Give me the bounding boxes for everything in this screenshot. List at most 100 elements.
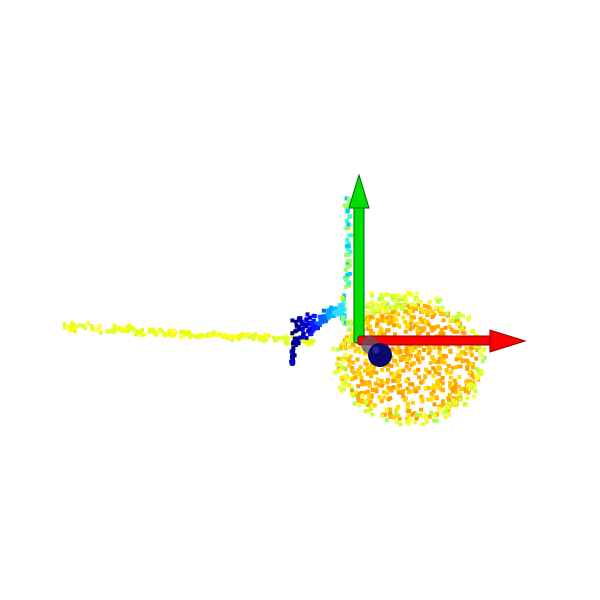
point <box>429 385 434 390</box>
point <box>96 327 101 332</box>
point <box>390 296 395 301</box>
point <box>428 306 433 311</box>
point <box>119 326 124 331</box>
point <box>366 393 371 398</box>
point <box>394 349 399 354</box>
point <box>380 302 385 307</box>
point <box>418 316 423 321</box>
point <box>420 399 425 404</box>
point <box>111 327 116 332</box>
point <box>421 422 425 427</box>
point <box>371 365 376 370</box>
point <box>294 323 299 328</box>
point <box>403 293 408 298</box>
point <box>438 298 443 303</box>
point <box>379 378 384 383</box>
point <box>474 356 479 361</box>
point <box>386 378 390 383</box>
point <box>420 397 425 402</box>
point <box>473 388 478 393</box>
point <box>389 388 394 393</box>
point <box>413 369 417 374</box>
point <box>404 379 409 383</box>
point <box>457 384 462 389</box>
point <box>182 329 187 334</box>
point <box>159 329 164 334</box>
point <box>114 327 119 332</box>
point <box>464 379 469 384</box>
point <box>97 324 102 329</box>
point <box>264 337 269 342</box>
point <box>348 249 353 254</box>
point <box>443 415 448 419</box>
point <box>408 417 413 422</box>
point <box>397 368 402 373</box>
point <box>373 302 378 307</box>
point <box>171 328 176 333</box>
point <box>458 343 462 348</box>
point <box>353 389 358 394</box>
point <box>349 338 354 343</box>
point <box>350 321 355 326</box>
point-cloud <box>62 196 487 427</box>
point <box>423 367 428 372</box>
point <box>436 299 440 304</box>
point <box>339 388 344 393</box>
point <box>387 306 392 311</box>
point <box>419 307 423 311</box>
point <box>261 336 266 341</box>
point <box>393 411 398 416</box>
point <box>472 383 477 388</box>
point <box>370 293 375 298</box>
point <box>419 407 424 412</box>
point <box>367 317 372 322</box>
point <box>151 330 156 335</box>
point <box>353 349 358 354</box>
point <box>312 314 317 318</box>
point <box>70 321 75 326</box>
point <box>383 412 388 417</box>
point <box>417 349 422 354</box>
point <box>468 379 473 384</box>
point <box>432 402 437 407</box>
point <box>344 219 349 223</box>
point <box>369 365 374 370</box>
point <box>430 314 435 319</box>
point <box>394 311 399 315</box>
point <box>415 357 420 362</box>
point <box>454 319 459 324</box>
point <box>449 327 454 332</box>
point <box>321 308 326 313</box>
point <box>335 361 340 366</box>
point <box>404 347 409 352</box>
point <box>431 389 436 394</box>
point <box>405 358 409 362</box>
point <box>345 208 350 213</box>
point <box>307 327 312 332</box>
point <box>429 325 434 330</box>
point <box>345 247 350 252</box>
point <box>180 329 185 334</box>
point <box>433 386 438 390</box>
point <box>346 320 351 325</box>
point <box>465 364 470 369</box>
point <box>408 322 413 327</box>
point <box>346 243 351 248</box>
point <box>451 315 456 320</box>
point <box>86 321 91 326</box>
point <box>430 309 435 314</box>
point <box>333 307 338 312</box>
point <box>167 329 172 333</box>
point <box>348 214 353 219</box>
point <box>433 325 438 330</box>
point <box>403 298 408 303</box>
point <box>418 413 423 417</box>
point <box>410 412 415 417</box>
point <box>451 365 455 370</box>
point <box>462 386 467 391</box>
point <box>344 196 349 201</box>
point <box>369 371 374 376</box>
point <box>364 362 369 367</box>
